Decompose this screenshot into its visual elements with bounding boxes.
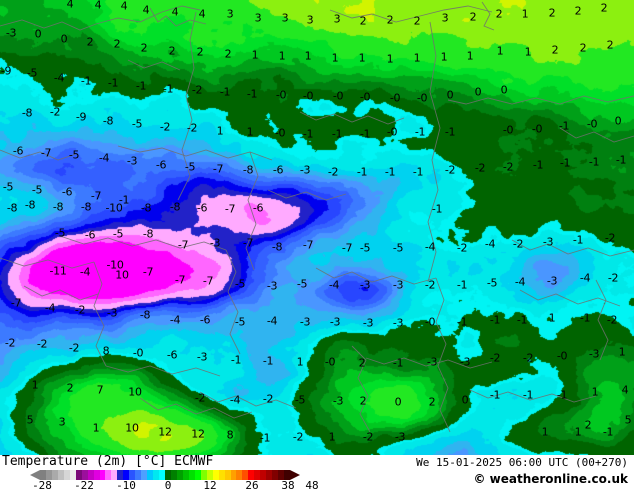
colorbar-tick: 38 xyxy=(281,479,295,490)
colorbar-swatch xyxy=(182,470,189,480)
colorbar-swatch xyxy=(266,470,273,480)
colorbar-swatch xyxy=(129,470,136,480)
legend-footer: Temperature (2m) [°C] ECMWF -28 -22 -10 0 12… xyxy=(0,455,634,490)
colorbar-swatch xyxy=(159,470,166,480)
colorbar-swatch xyxy=(224,470,231,480)
color-scale xyxy=(30,470,300,480)
colorbar-swatch xyxy=(51,470,58,480)
temperature-field-canvas[interactable] xyxy=(0,0,634,455)
colorbar-swatch xyxy=(75,470,82,480)
colorbar-tick: 0 xyxy=(164,479,172,490)
colorbar-swatch xyxy=(212,470,219,480)
legend-title: Temperature (2m) [°C] ECMWF xyxy=(2,454,214,469)
colorbar-swatch xyxy=(63,470,70,480)
colorbar-swatch xyxy=(170,470,177,480)
colorbar-swatch xyxy=(284,470,291,480)
colorbar-swatch xyxy=(272,470,279,480)
map-viewport[interactable]: -3 4 4 4 4 0 0 2 2 2 4 4 3 3 3 3 3 2 2 2 3 2 2 1 2 2 2 2 2 2 1 1 1 1 1 1 1 1 1… xyxy=(0,0,634,455)
colorbar-tick-labels: -28 -22 -10 0 12 26 38 48 xyxy=(0,480,320,490)
colorbar-swatch xyxy=(81,470,88,480)
colorbar-tick: 48 xyxy=(305,479,319,490)
copyright-notice: © weatheronline.co.uk xyxy=(473,472,628,486)
colorbar-swatch xyxy=(123,470,130,480)
colorbar-swatch xyxy=(218,470,225,480)
colorbar-swatch xyxy=(278,470,285,480)
colorbar-tick: -28 xyxy=(32,479,52,490)
colorbar-swatch xyxy=(248,470,255,480)
colorbar-gradient xyxy=(40,470,291,480)
colorbar-swatch xyxy=(147,470,154,480)
colorbar-swatch xyxy=(260,470,267,480)
colorbar-swatch xyxy=(206,470,213,480)
colorbar-swatch xyxy=(194,470,201,480)
colorbar-swatch xyxy=(93,470,100,480)
colorbar-swatch xyxy=(40,470,46,480)
colorbar-swatch xyxy=(69,470,76,480)
colorbar-swatch xyxy=(153,470,160,480)
colorbar-tick: 26 xyxy=(245,479,259,490)
model-run-timestamp: We 15-01-2025 06:00 UTC (00+270) xyxy=(416,456,628,469)
colorbar-swatch xyxy=(45,470,52,480)
colorbar-swatch xyxy=(236,470,243,480)
colorbar-swatch xyxy=(254,470,261,480)
colorbar-tick: 12 xyxy=(203,479,217,490)
colorbar-swatch xyxy=(242,470,249,480)
colorbar-swatch xyxy=(57,470,64,480)
colorbar-swatch xyxy=(87,470,94,480)
colorbar-swatch xyxy=(188,470,195,480)
colorbar-swatch xyxy=(111,470,118,480)
colorbar-high-cap-icon xyxy=(290,470,300,480)
colorbar-swatch xyxy=(165,470,171,480)
colorbar-low-cap-icon xyxy=(30,470,40,480)
colorbar-swatch xyxy=(230,470,237,480)
colorbar-swatch xyxy=(99,470,106,480)
colorbar-swatch xyxy=(135,470,142,480)
colorbar-swatch xyxy=(117,470,124,480)
colorbar-swatch xyxy=(200,470,207,480)
colorbar-swatch xyxy=(105,470,112,480)
colorbar-swatch xyxy=(176,470,183,480)
colorbar-tick: -22 xyxy=(74,479,94,490)
colorbar-tick: -10 xyxy=(116,479,136,490)
colorbar-swatch xyxy=(141,470,148,480)
